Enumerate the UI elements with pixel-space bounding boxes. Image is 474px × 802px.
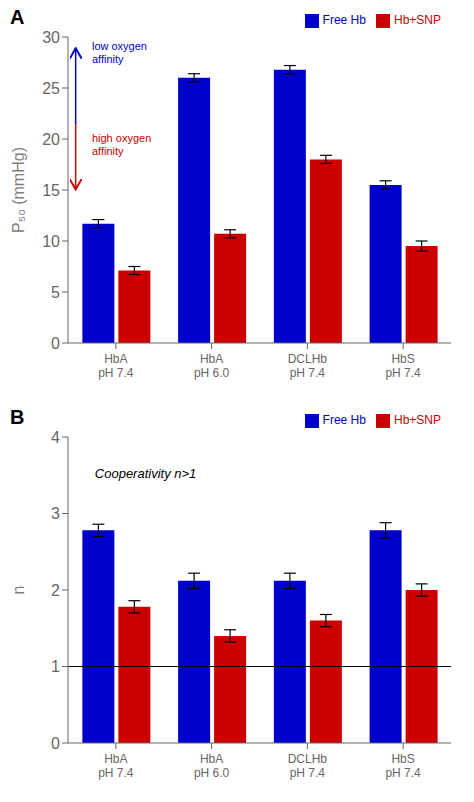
svg-text:1: 1 (51, 658, 60, 675)
html-text:Hb+SNP: Hb+SNP (394, 13, 441, 27)
html-text:Free Hb: Free Hb (322, 413, 366, 427)
svg-text:15: 15 (42, 182, 60, 199)
svg-text:Cooperativity n>1: Cooperativity n>1 (95, 465, 197, 480)
svg-text:low oxygenaffinity: low oxygenaffinity (92, 40, 147, 65)
svg-text:HbSpH 7.4: HbSpH 7.4 (385, 752, 421, 780)
svg-text:0: 0 (51, 735, 60, 752)
svg-text:HbApH 7.4: HbApH 7.4 (98, 352, 134, 380)
svg-text:P₅₀ (mmHg): P₅₀ (mmHg) (10, 147, 27, 233)
svg-text:HbSpH 7.4: HbSpH 7.4 (385, 352, 421, 380)
svg-text:30: 30 (42, 29, 60, 46)
svg-text:3: 3 (51, 505, 60, 522)
svg-text:DCLHbpH 7.4: DCLHbpH 7.4 (288, 352, 328, 380)
svg-text:HbApH 6.0: HbApH 6.0 (194, 752, 230, 780)
svg-text:HbApH 6.0: HbApH 6.0 (194, 352, 230, 380)
svg-text:A: A (10, 8, 24, 28)
svg-text:25: 25 (42, 80, 60, 97)
svg-text:0: 0 (51, 335, 60, 352)
svg-text:4: 4 (51, 429, 60, 446)
svg-text:B: B (10, 408, 24, 428)
svg-text:DCLHbpH 7.4: DCLHbpH 7.4 (288, 752, 328, 780)
svg-text:HbApH 7.4: HbApH 7.4 (98, 752, 134, 780)
html-text:Hb+SNP: Hb+SNP (394, 413, 441, 427)
svg-text:2: 2 (51, 582, 60, 599)
svg-text:20: 20 (42, 131, 60, 148)
html-text:Free Hb: Free Hb (322, 13, 366, 27)
svg-text:10: 10 (42, 233, 60, 250)
svg-text:5: 5 (51, 284, 60, 301)
svg-text:n: n (10, 586, 27, 595)
svg-text:high oxygenaffinity: high oxygenaffinity (92, 132, 151, 157)
